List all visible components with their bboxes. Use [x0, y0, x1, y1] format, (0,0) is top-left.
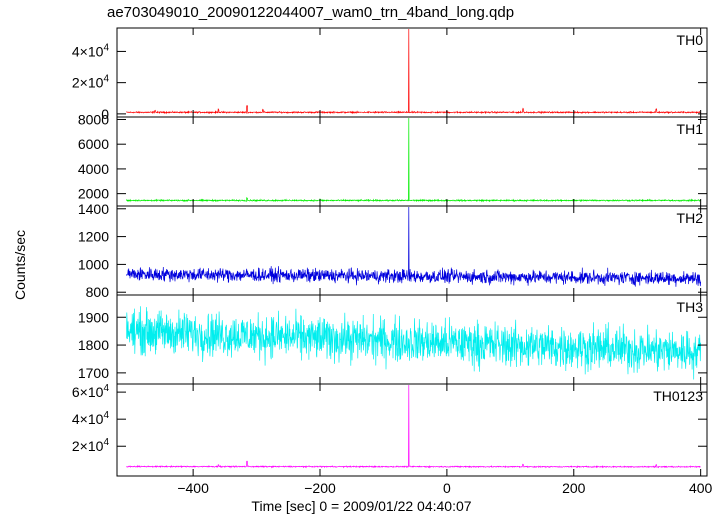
x-tick-label: −400: [177, 480, 209, 496]
y-tick-label: 4000: [78, 161, 109, 177]
y-tick-label: 0: [101, 106, 109, 122]
panel-name-th1: TH1: [677, 121, 704, 137]
y-tick-label: 1700: [78, 365, 109, 381]
y-tick-label: 4×104: [72, 410, 110, 427]
panel-name-th2: TH2: [677, 210, 704, 226]
series-line-th0123: [126, 384, 701, 469]
series-line-th1: [126, 117, 701, 203]
panel-th2: 800 1000 1200 1400 TH2: [78, 201, 708, 300]
y-tick-label: 8000: [78, 111, 109, 127]
y-tick-label: 6000: [78, 136, 109, 152]
y-tick-label: 1400: [78, 201, 109, 217]
y-tick-label: 4×104: [72, 42, 110, 59]
panel-th0123: 2×104 4×104 6×104 TH0123: [72, 383, 708, 477]
x-tick-label: −200: [304, 480, 336, 496]
y-tick-label: 1900: [78, 309, 109, 325]
y-tick-label: 2×104: [72, 437, 110, 454]
panel-name-th0: TH0: [677, 32, 704, 48]
x-tick-label: 200: [562, 480, 586, 496]
x-axis-label: Time [sec] 0 = 2009/01/22 04:40:07: [251, 498, 472, 514]
series-line-th0: [126, 28, 701, 115]
panel-frame: [116, 116, 708, 207]
y-tick-label: 1000: [78, 256, 109, 272]
y-tick-label: 1800: [78, 337, 109, 353]
panel-th1: 2000 4000 6000 8000 TH1: [78, 111, 708, 207]
x-tick-label: 0: [443, 480, 451, 496]
panel-frame: [116, 294, 708, 385]
panel-th3: 1700 1800 1900 TH3: [78, 294, 708, 385]
panel-frame: [116, 205, 708, 296]
y-tick-label: 1200: [78, 229, 109, 245]
x-tick-label: 400: [689, 480, 713, 496]
chart-title: ae703049010_20090122044007_wam0_trn_4ban…: [107, 4, 515, 21]
panel-name-th0123: TH0123: [653, 388, 703, 404]
series-line-th2: [126, 206, 702, 287]
y-tick-label: 2000: [78, 186, 109, 202]
panel-frame: [116, 383, 708, 477]
panel-name-th3: TH3: [677, 299, 704, 315]
series-line-th3: [126, 306, 702, 380]
panel-th0: 0 2×104 4×104 TH0: [72, 27, 708, 122]
y-tick-label: 800: [86, 284, 110, 300]
y-tick-label: 2×104: [72, 74, 110, 91]
panel-frame: [116, 27, 708, 118]
y-tick-label: 6×104: [72, 383, 110, 400]
